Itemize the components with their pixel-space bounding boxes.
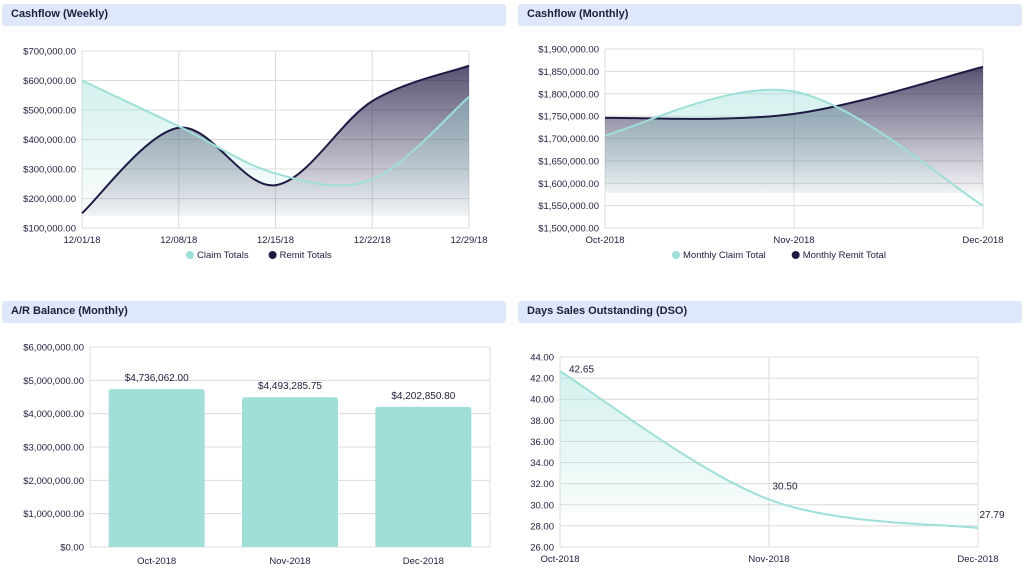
legend-label: Monthly Remit Total	[803, 250, 886, 261]
x-tick-label: Oct-2018	[137, 556, 176, 567]
legend-marker	[672, 251, 680, 259]
legend-label: Claim Totals	[197, 250, 249, 261]
y-tick-label: 38.00	[530, 416, 554, 427]
y-tick-label: $500,000.00	[23, 106, 76, 117]
ar-balance-panel: A/R Balance (Monthly) $0.00 $1,000,000.00…	[2, 301, 506, 579]
dso-chart: 26.00 28.00 30.00 32.00 34.00 36.00 38.00 40.00…	[530, 353, 1005, 566]
x-tick-label: 12/29/18	[451, 235, 488, 246]
panel-header: Cashflow (Monthly)	[518, 4, 1022, 26]
y-tick-label: 32.00	[530, 479, 554, 490]
y-tick-label: $600,000.00	[23, 76, 76, 87]
y-tick-label: $1,550,000.00	[538, 201, 599, 212]
y-tick-label: $1,850,000.00	[538, 67, 599, 78]
y-tick-label: 34.00	[530, 458, 554, 469]
bar-data-label: $4,202,850.80	[391, 391, 455, 402]
panel-header: Cashflow (Weekly)	[2, 4, 506, 26]
y-tick-label: $1,800,000.00	[538, 89, 599, 100]
y-tick-label: $1,500,000.00	[538, 224, 599, 235]
bar	[375, 406, 472, 547]
x-tick-label: Oct-2018	[540, 554, 579, 565]
weekly-cashflow-panel: Cashflow (Weekly) $100,000.00 $200,000.00…	[2, 4, 506, 274]
panel-title: Cashflow (Weekly)	[11, 8, 108, 20]
series-area-claim	[82, 80, 469, 216]
legend-label: Monthly Claim Total	[683, 250, 766, 261]
legend-marker	[268, 251, 277, 259]
x-tick-label: 12/15/18	[257, 235, 294, 246]
series-line-claim	[81, 79, 470, 187]
panel-title: Cashflow (Monthly)	[527, 8, 629, 20]
y-tick-label: $3,000,000.00	[23, 443, 84, 454]
y-tick-label: $400,000.00	[23, 135, 76, 146]
panel-header: A/R Balance (Monthly)	[2, 301, 506, 323]
panel-header: Days Sales Outstanding (DSO)	[518, 301, 1022, 323]
y-tick-label: 28.00	[530, 521, 554, 532]
legend-label: Remit Totals	[280, 250, 332, 261]
y-tick-label: $200,000.00	[23, 194, 76, 205]
y-tick-label: $1,000,000.00	[23, 509, 84, 520]
y-tick-label: $300,000.00	[23, 165, 76, 176]
y-tick-label: 44.00	[530, 353, 554, 364]
y-tick-label: 36.00	[530, 437, 554, 448]
ar-balance-chart: $0.00 $1,000,000.00 $2,000,000.00 $3,000,00…	[23, 343, 491, 567]
y-tick-label: $1,750,000.00	[538, 112, 599, 123]
y-tick-label: $5,000,000.00	[23, 376, 84, 387]
y-tick-label: $0.00	[60, 543, 84, 554]
bar	[108, 389, 205, 547]
x-tick-label: 12/01/18	[64, 235, 101, 246]
bar-data-label: $4,736,062.00	[125, 373, 189, 384]
y-tick-label: 40.00	[530, 395, 554, 406]
series-line-claim	[604, 88, 984, 207]
y-tick-label: $100,000.00	[23, 224, 76, 235]
y-tick-label: 30.00	[530, 500, 554, 511]
y-tick-label: $1,600,000.00	[538, 179, 599, 190]
point-data-label: 30.50	[772, 482, 797, 493]
bar	[242, 397, 338, 547]
series-line-remit	[81, 64, 470, 214]
y-tick-label: $2,000,000.00	[23, 476, 84, 487]
y-tick-label: $6,000,000.00	[23, 343, 84, 354]
bar-data-label: $4,493,285.75	[258, 381, 322, 392]
y-tick-label: $4,000,000.00	[23, 409, 84, 420]
x-tick-label: Dec-2018	[957, 554, 998, 565]
x-tick-label: Dec-2018	[403, 556, 444, 567]
x-tick-label: 12/22/18	[354, 235, 391, 246]
point-data-label: 42.65	[569, 364, 594, 375]
series-line-remit	[604, 65, 984, 120]
y-tick-label: $1,700,000.00	[538, 134, 599, 145]
y-tick-label: $1,650,000.00	[538, 156, 599, 167]
x-tick-label: Nov-2018	[269, 556, 310, 567]
series-line-claim	[559, 370, 979, 530]
monthly-cashflow-chart: $1,500,000.00 $1,550,000.00 $1,600,000.00 $…	[538, 45, 1003, 262]
panel-title: Days Sales Outstanding (DSO)	[527, 305, 688, 317]
x-tick-label: 12/08/18	[160, 235, 197, 246]
legend-marker	[791, 251, 800, 259]
y-tick-label: 26.00	[530, 543, 554, 554]
legend-marker	[186, 251, 194, 259]
monthly-cashflow-panel: Cashflow (Monthly) $1,500,000.00 $1,550,0…	[518, 4, 1022, 274]
x-tick-label: Oct-2018	[585, 235, 624, 246]
x-tick-label: Nov-2018	[748, 554, 789, 565]
y-tick-label: $700,000.00	[23, 47, 76, 58]
point-data-label: 27.79	[979, 510, 1004, 521]
y-tick-label: 42.00	[530, 374, 554, 385]
y-tick-label: $1,900,000.00	[538, 45, 599, 56]
series-area-claim	[560, 371, 978, 529]
x-tick-label: Dec-2018	[962, 235, 1003, 246]
x-tick-label: Nov-2018	[773, 235, 814, 246]
weekly-cashflow-chart: $100,000.00 $200,000.00 $300,000.00 $400,00…	[23, 47, 488, 262]
panel-title: A/R Balance (Monthly)	[11, 305, 128, 317]
dso-panel: Days Sales Outstanding (DSO) 26.00 28.00 3…	[518, 301, 1022, 579]
